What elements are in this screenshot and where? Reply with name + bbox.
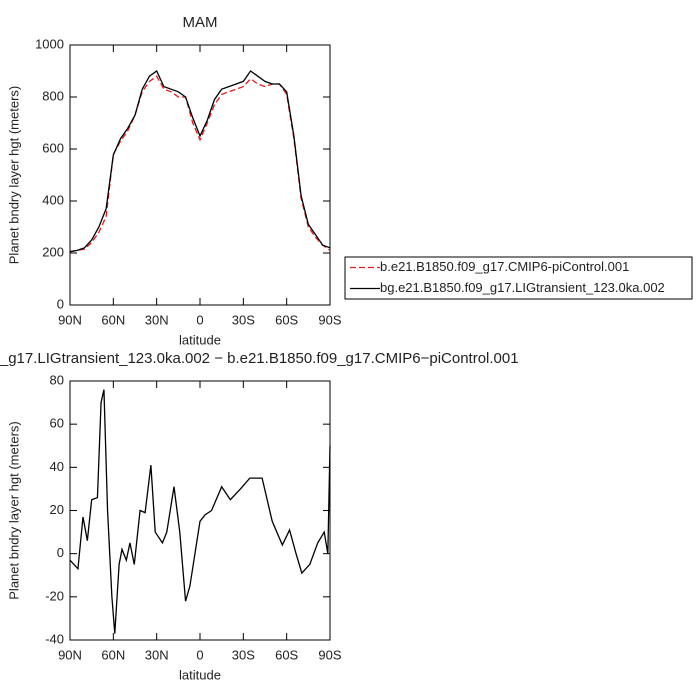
x-axis-label: latitude [179,667,221,682]
x-tick-label: 60S [275,312,298,327]
x-tick-label: 0 [196,647,203,662]
x-tick-label: 90S [318,312,341,327]
y-tick-label: 80 [50,372,64,387]
x-tick-label: 30N [145,647,169,662]
y-tick-label: 0 [57,296,64,311]
plot-frame [69,380,331,641]
y-axis-label: Planet bndry layer hgt (meters) [6,86,21,264]
legend-label: b.e21.B1850.f09_g17.CMIP6-piControl.001 [380,259,629,274]
legend-label: bg.e21.B1850.f09_g17.LIGtransient_123.0k… [380,280,665,295]
chart-title: MAM [183,14,218,31]
x-tick-label: 30N [145,312,169,327]
x-tick-label: 90N [58,647,82,662]
x-tick-label: 90S [318,647,341,662]
y-tick-label: 1000 [35,36,64,51]
x-axis-label: latitude [179,332,221,347]
data-line [69,70,331,253]
x-tick-label: 60N [101,647,125,662]
y-axis-label: Planet bndry layer hgt (meters) [6,421,21,599]
plot-frame [69,44,331,306]
x-tick-label: 0 [196,312,203,327]
y-tick-label: 60 [50,416,64,431]
x-tick-label: 30S [232,647,255,662]
data-line [69,389,331,634]
y-tick-label: 400 [42,192,64,207]
data-line [69,75,331,253]
x-tick-label: 60S [275,647,298,662]
y-tick-label: 200 [42,244,64,259]
y-tick-label: 40 [50,459,64,474]
y-tick-label: -40 [45,631,64,646]
y-tick-label: 800 [42,88,64,103]
chart-title: bg.e21.B1850.f09_g17.LIGtransient_123.0k… [0,350,519,367]
legend-box [344,256,693,300]
x-tick-label: 30S [232,312,255,327]
y-tick-label: 20 [50,502,64,517]
x-tick-label: 90N [58,312,82,327]
y-tick-label: 0 [57,545,64,560]
y-tick-label: 600 [42,140,64,155]
y-tick-label: -20 [45,588,64,603]
x-tick-label: 60N [101,312,125,327]
